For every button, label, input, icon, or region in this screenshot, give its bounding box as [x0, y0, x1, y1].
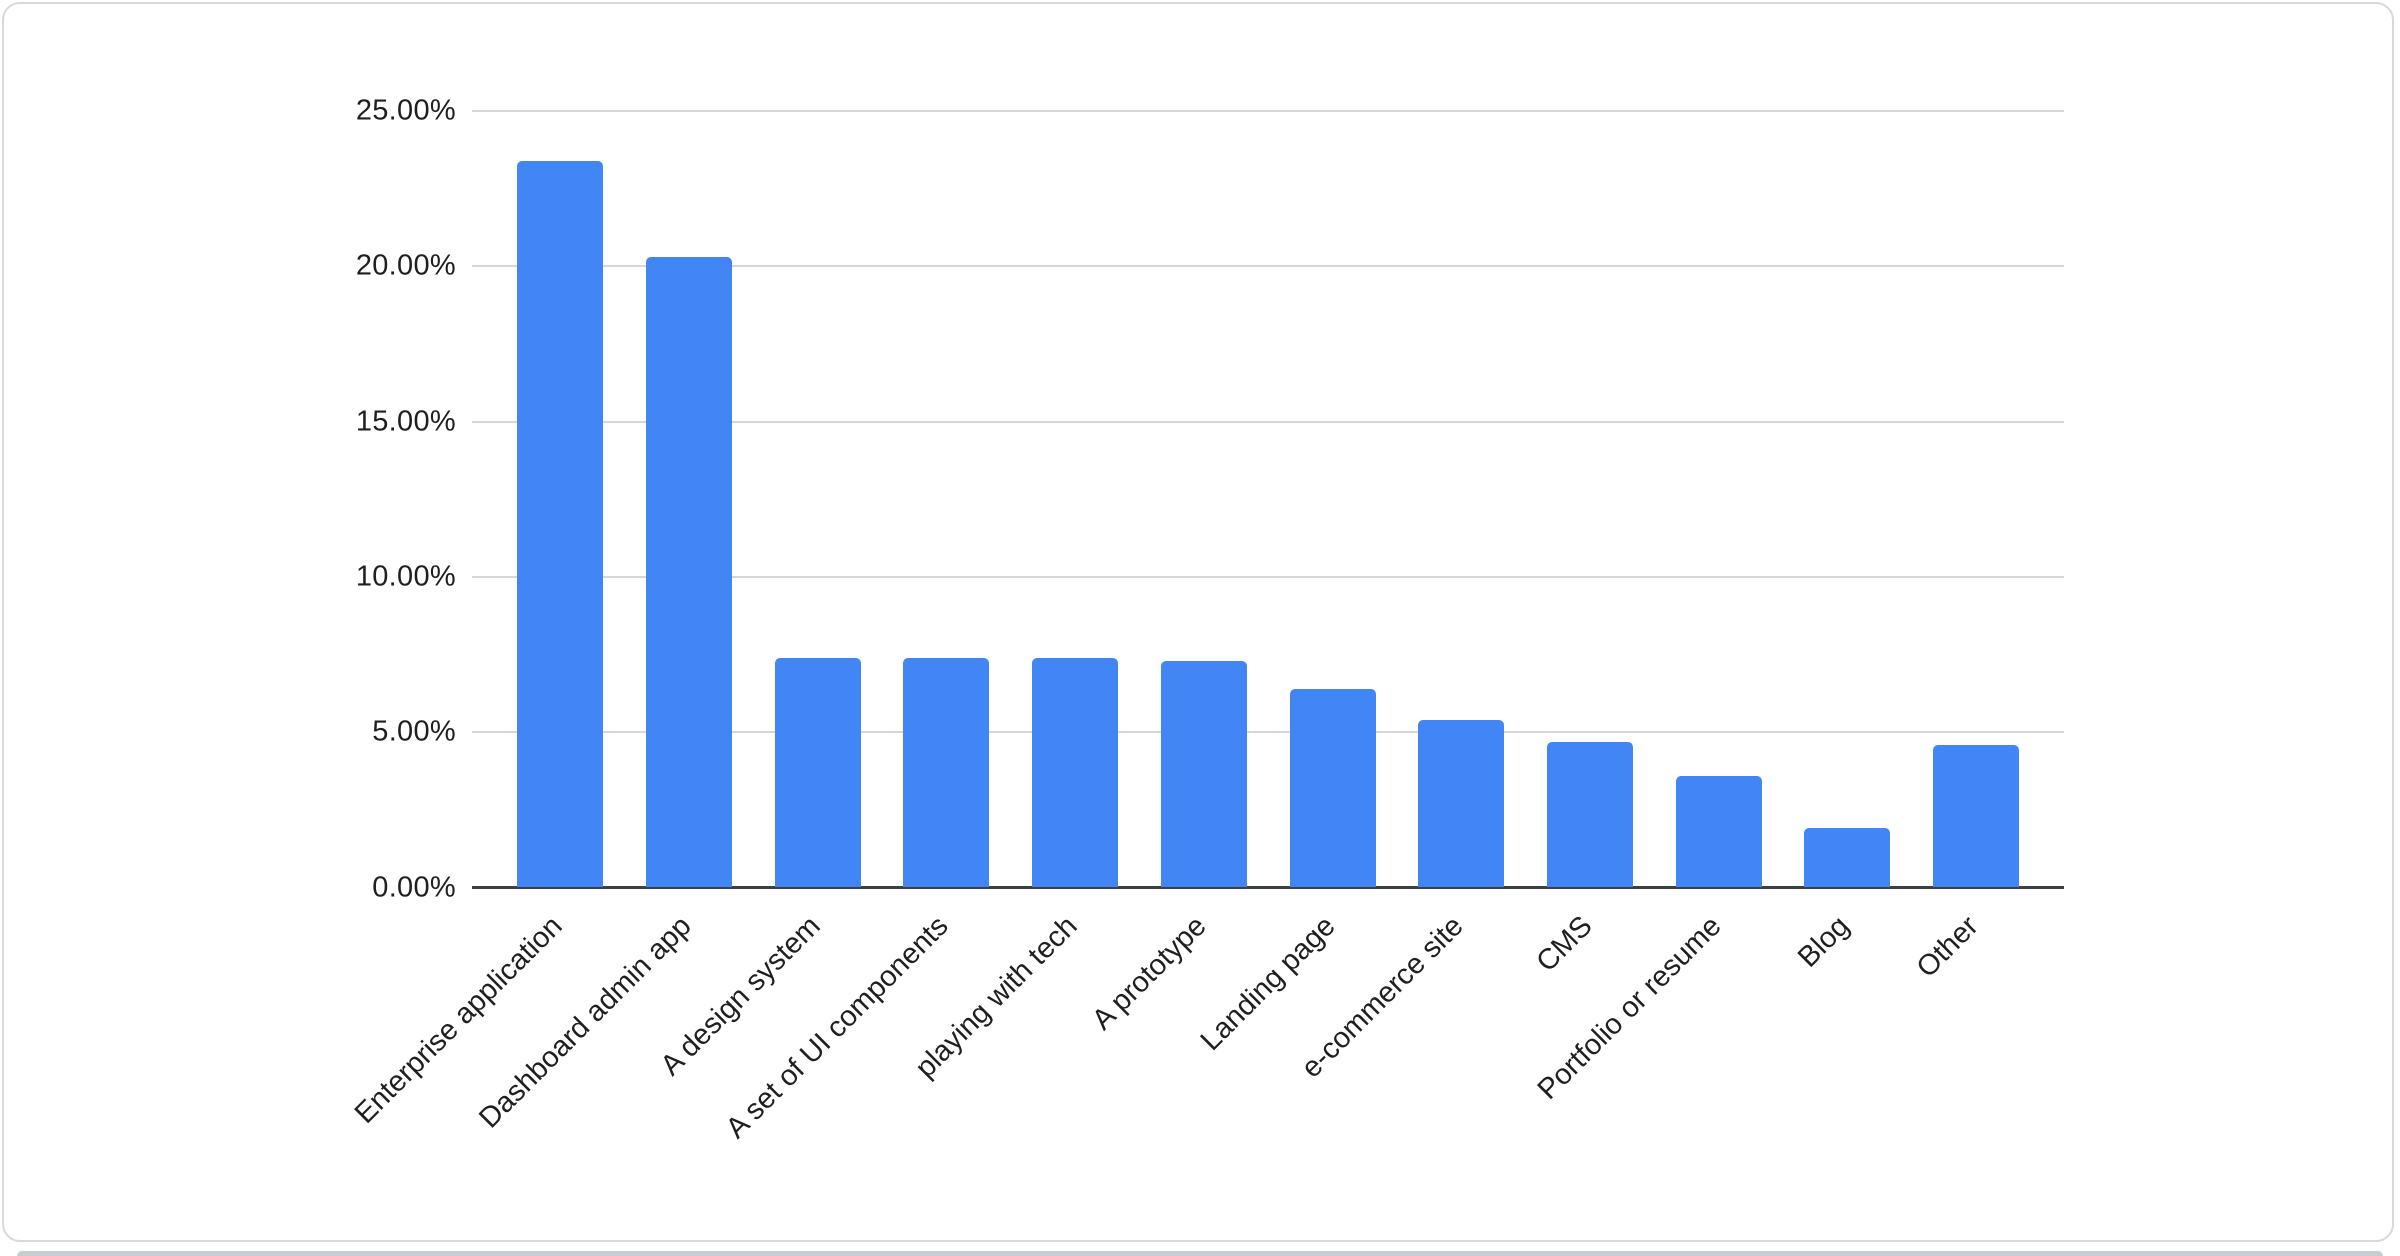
next-card-top-edge	[17, 1251, 2383, 1256]
gridline	[472, 731, 2064, 734]
bar-portfolio-or-resume[interactable]	[1675, 775, 1762, 888]
bar-cms[interactable]	[1546, 741, 1633, 888]
bar-other[interactable]	[1933, 744, 2020, 888]
x-axis-line	[472, 886, 2064, 889]
y-axis-tick-label: 25.00%	[355, 94, 456, 127]
gridline	[472, 420, 2064, 423]
y-axis-tick-label: 5.00%	[372, 715, 456, 748]
bar-dashboard-admin-app[interactable]	[646, 256, 733, 888]
bar-e-commerce-site[interactable]	[1418, 719, 1505, 888]
bar-a-design-system[interactable]	[774, 657, 861, 888]
gridline	[472, 110, 2064, 112]
y-axis-tick-label: 10.00%	[355, 560, 456, 593]
bar-a-prototype[interactable]	[1160, 660, 1247, 888]
bar-landing-page[interactable]	[1289, 688, 1376, 888]
y-axis-tick-label: 20.00%	[355, 249, 456, 282]
y-axis-tick-label: 0.00%	[372, 871, 456, 903]
bar-enterprise-application[interactable]	[517, 160, 604, 888]
gridline	[472, 575, 2064, 578]
bar-playing-with-tech[interactable]	[1032, 657, 1119, 888]
gridline	[472, 265, 2064, 268]
bar-chart: 25.00% 20.00% 15.00% 10.00% 5.00% 0.00% Enterp…	[4, 4, 2396, 1240]
bar-blog[interactable]	[1804, 828, 1891, 888]
bar-a-set-of-ui-components[interactable]	[903, 657, 990, 888]
y-axis-tick-label: 15.00%	[355, 405, 456, 438]
